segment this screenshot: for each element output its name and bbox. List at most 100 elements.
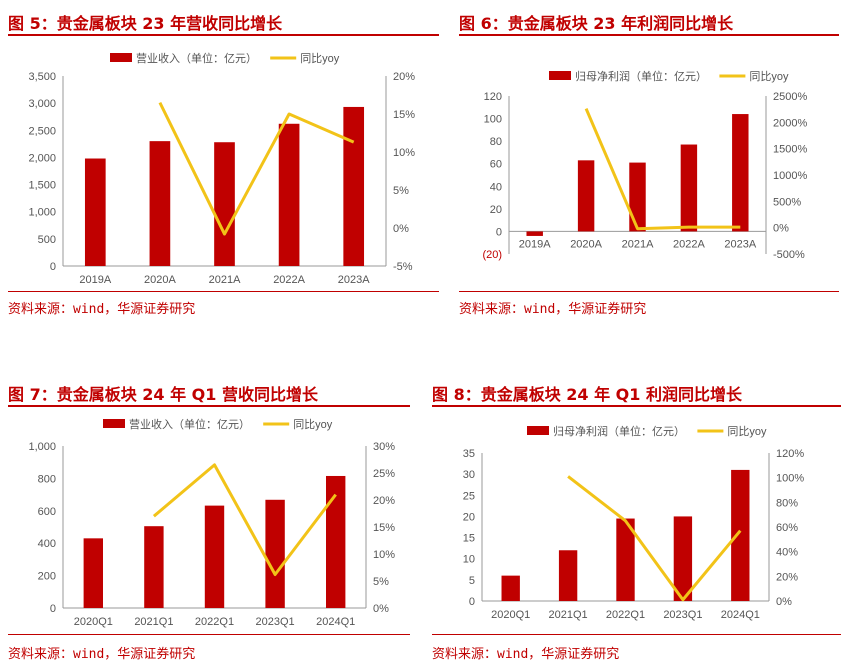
legend-line-label: 同比yoy: [300, 52, 340, 65]
bar: [343, 106, 365, 266]
y-tick-label: 20: [490, 204, 502, 216]
bar: [577, 160, 595, 232]
title-rule: [8, 34, 439, 36]
x-tick-label: 2023Q1: [256, 616, 295, 628]
y2-tick-label: 2500%: [773, 91, 807, 103]
x-tick-label: 2023A: [338, 274, 370, 286]
y-tick-label: 80: [490, 136, 502, 148]
y-tick-label: 1,000: [28, 441, 56, 453]
x-tick-label: 2020A: [570, 238, 602, 250]
profit-2023-chart: (20) 0 20 40 60 80 100 120 -500% 0% 500% 1000% 1500%…: [482, 69, 807, 261]
bar: [83, 538, 103, 608]
y2-tick-label: 0%: [393, 223, 409, 235]
x-tick-label: 2021Q1: [134, 616, 173, 628]
x-tick-label: 2022A: [673, 238, 705, 250]
legend-line-label: 同比yoy: [749, 70, 789, 83]
bar: [732, 114, 749, 232]
figure-title: 图 6：贵金属板块 23 年利润同比增长: [459, 14, 734, 33]
y-tick-label: (20): [482, 249, 502, 261]
bar: [84, 158, 106, 266]
legend-bar-swatch: [549, 71, 571, 80]
figure-5-panel: 图 5：贵金属板块 23 年营收同比增长 0 500 1,000 1,500 2,000…: [8, 10, 439, 317]
x-tick-label: 2020Q1: [74, 616, 113, 628]
x-tick-label: 2021A: [209, 274, 241, 286]
y2-tick-label: -500%: [773, 249, 805, 261]
figure-title: 图 8：贵金属板块 24 年 Q1 利润同比增长: [432, 385, 742, 404]
y2-tick-label: 30%: [373, 441, 395, 453]
y2-tick-label: 5%: [373, 576, 389, 588]
y2-tick-label: 20%: [373, 495, 395, 507]
legend-bar-label: 营业收入（单位：亿元）: [129, 417, 250, 431]
legend-bar-label: 营业收入（单位：亿元）: [136, 51, 257, 65]
y-tick-label: 1,500: [28, 180, 56, 192]
y2-tick-label: 1500%: [773, 144, 807, 156]
x-tick-label: 2021Q1: [549, 609, 588, 621]
y2-tick-label: 15%: [393, 109, 415, 121]
x-tick-label: 2023A: [724, 238, 756, 250]
y2-tick-label: 20%: [393, 71, 415, 83]
y2-tick-label: 1000%: [773, 170, 807, 182]
y2-tick-label: 100%: [776, 473, 804, 485]
y-tick-label: 30: [463, 469, 475, 481]
y2-tick-label: 120%: [776, 448, 804, 460]
x-tick-label: 2022Q1: [606, 609, 645, 621]
bar: [326, 475, 346, 608]
y-tick-label: 500: [38, 234, 56, 246]
y-tick-label: 1,000: [28, 207, 56, 219]
legend-line-label: 同比yoy: [293, 418, 333, 431]
yoy-line: [152, 463, 337, 577]
y2-tick-label: 40%: [776, 547, 798, 559]
bar: [616, 518, 635, 601]
y2-tick-label: 20%: [776, 571, 798, 583]
bar: [149, 141, 171, 266]
y-tick-label: 0: [496, 226, 502, 238]
y2-tick-label: -5%: [393, 261, 413, 273]
y-tick-label: 100: [484, 114, 502, 126]
legend-bar-swatch: [103, 419, 125, 428]
x-tick-label: 2021A: [622, 238, 654, 250]
figure-7-panel: 图 7：贵金属板块 24 年 Q1 营收同比增长 0 200 400 600 800 1,…: [8, 381, 410, 666]
x-tick-label: 2019A: [79, 274, 111, 286]
figure-8-panel: 图 8：贵金属板块 24 年 Q1 利润同比增长 0 5 10 15 20 25 30 35 0…: [432, 381, 841, 666]
y-tick-label: 0: [469, 596, 475, 608]
y-tick-label: 20: [463, 511, 475, 523]
legend-bar-label: 归母净利润（单位：亿元）: [575, 69, 707, 83]
y-tick-label: 60: [490, 159, 502, 171]
y2-tick-label: 15%: [373, 522, 395, 534]
y-tick-label: 10: [463, 554, 475, 566]
x-tick-label: 2019A: [519, 238, 551, 250]
source-note: 资料来源：wind，华源证券研究: [459, 302, 647, 317]
yoy-line: [584, 108, 741, 231]
y-tick-label: 40: [490, 181, 502, 193]
y-tick-label: 35: [463, 448, 475, 460]
bar: [214, 142, 235, 266]
revenue-2023-chart: 0 500 1,000 1,500 2,000 2,500 3,000 3,500 -5% 0% 5…: [28, 51, 415, 286]
bar: [731, 469, 750, 601]
y2-tick-label: 0%: [773, 223, 789, 235]
bar: [629, 162, 646, 232]
y-tick-label: 3,000: [28, 98, 56, 110]
x-tick-label: 2022Q1: [195, 616, 234, 628]
legend-line-label: 同比yoy: [727, 425, 767, 438]
y-tick-label: 5: [469, 575, 475, 587]
bar: [144, 526, 164, 608]
source-note: 资料来源：wind，华源证券研究: [432, 647, 620, 662]
figure-title: 图 7：贵金属板块 24 年 Q1 营收同比增长: [8, 385, 318, 404]
y2-tick-label: 0%: [776, 596, 792, 608]
y2-tick-label: 25%: [373, 468, 395, 480]
yoy-line: [158, 101, 355, 236]
source-rule: [8, 634, 410, 635]
y-tick-label: 2,500: [28, 125, 56, 137]
y-tick-label: 3,500: [28, 71, 56, 83]
y2-tick-label: 10%: [373, 549, 395, 561]
bar: [278, 123, 300, 267]
yoy-line: [567, 475, 742, 602]
x-tick-label: 2020A: [144, 274, 176, 286]
y-tick-label: 2,000: [28, 152, 56, 164]
y2-tick-label: 10%: [393, 147, 415, 159]
source-rule: [432, 634, 841, 635]
legend-bar-swatch: [527, 426, 549, 435]
y-tick-label: 120: [484, 91, 502, 103]
y-tick-label: 400: [38, 538, 56, 550]
x-tick-label: 2022A: [273, 274, 305, 286]
